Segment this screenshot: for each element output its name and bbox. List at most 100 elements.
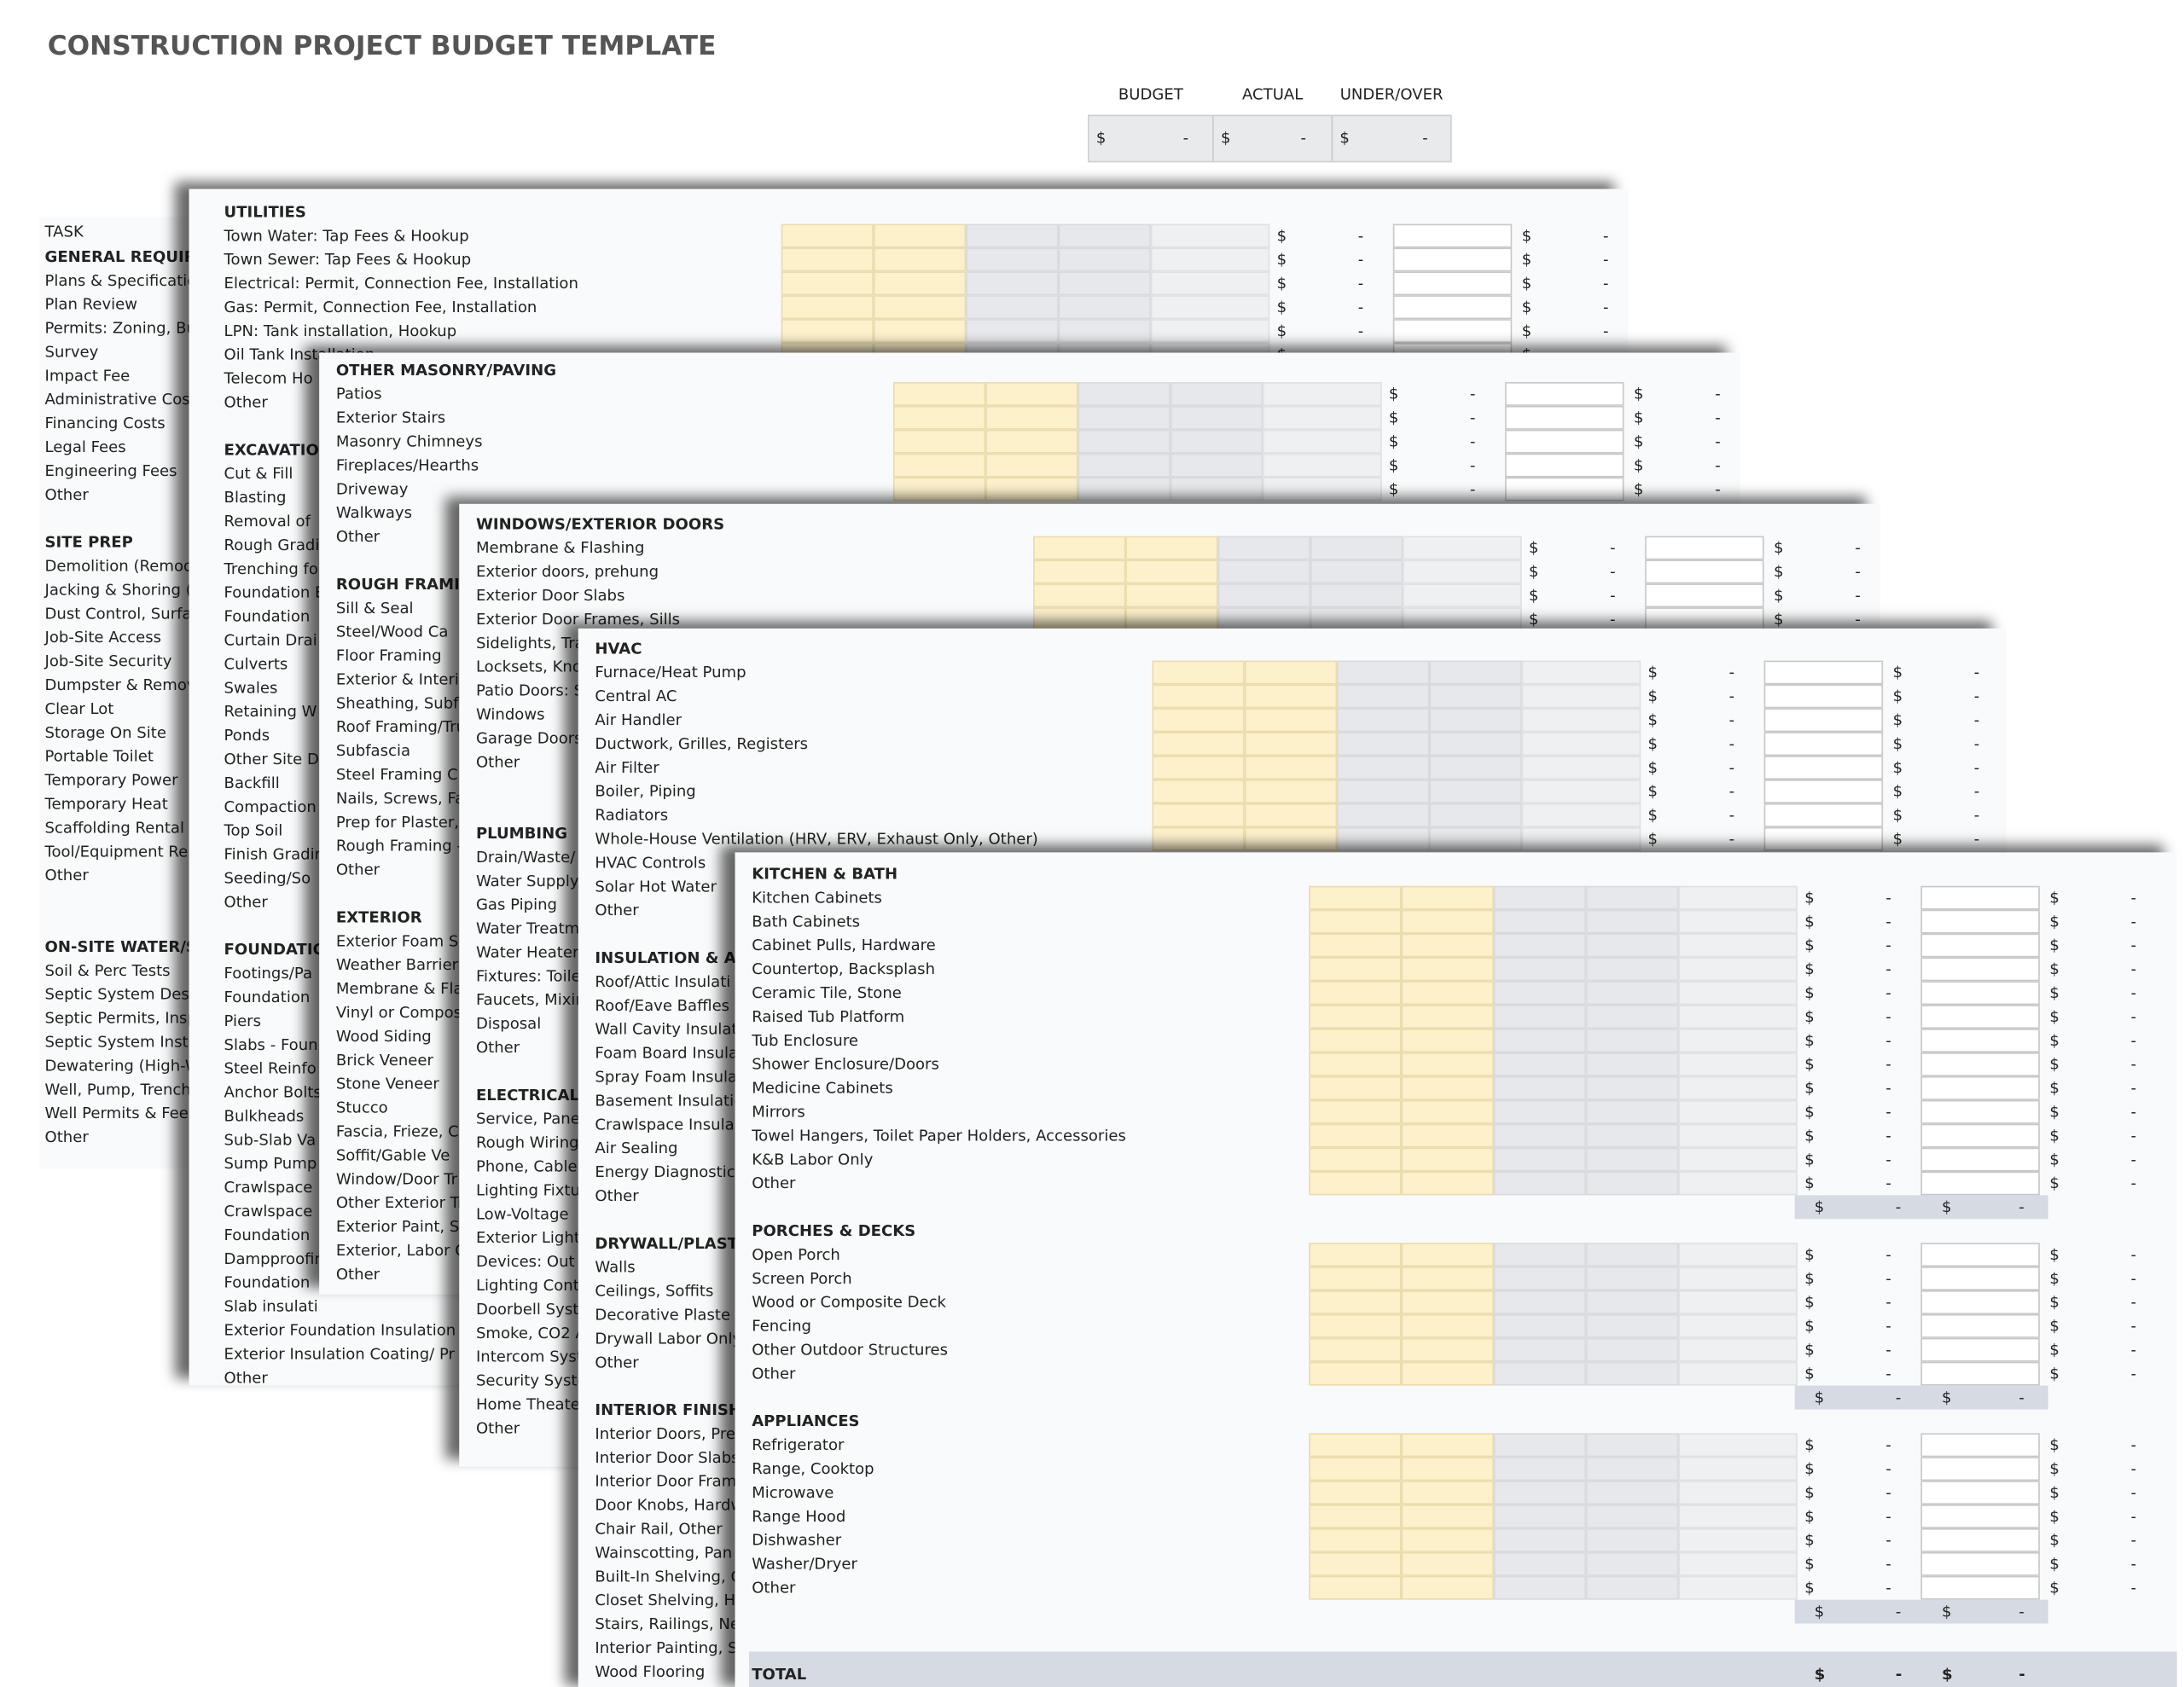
input-cell <box>1217 583 1310 607</box>
task-name: Sidelights, Tra <box>475 633 584 652</box>
task-name: Screen Porch <box>752 1268 852 1287</box>
amount-text: $ <box>2049 983 2059 1002</box>
section-title: DRYWALL/PLASTER <box>595 1233 761 1252</box>
task-name: Curtain Drai <box>224 630 317 649</box>
amount-text: $ <box>1804 1578 1815 1597</box>
input-cell <box>1521 779 1641 803</box>
amount-text: $ <box>1388 479 1399 498</box>
page-title: CONSTRUCTION PROJECT BUDGET TEMPLATE <box>47 31 717 62</box>
input-cell <box>1678 1456 1798 1481</box>
amount-text: $ <box>1804 1102 1815 1121</box>
task-name: HVAC Controls <box>595 853 706 872</box>
input-cell <box>1920 1075 2040 1100</box>
task-name: Ceilings, Soffits <box>595 1281 714 1300</box>
amount-text: - <box>1885 1006 1891 1026</box>
task-name: Disposal <box>475 1013 542 1033</box>
subtotal-text: - <box>1895 1602 1902 1620</box>
amount-text: - <box>1885 1578 1891 1597</box>
subtotal-text: - <box>2018 1602 2024 1620</box>
task-name: Bulkheads <box>224 1106 305 1125</box>
input-cell <box>1310 559 1403 583</box>
amount-text: - <box>1885 888 1891 907</box>
input-cell <box>1217 535 1310 559</box>
task-name: Fascia, Frieze, C <box>335 1122 459 1140</box>
task-name: Shower Enclosure/Doors <box>752 1054 939 1073</box>
input-cell <box>1244 803 1338 827</box>
task-name: Floor Framing <box>335 646 442 664</box>
input-cell <box>1586 908 1679 933</box>
amount-text: - <box>1728 733 1735 753</box>
task-name: Plans & Specification <box>44 270 206 289</box>
task-name: Legal Fees <box>44 437 126 456</box>
input-cell <box>1058 270 1151 295</box>
amount-text: - <box>1602 226 1609 245</box>
amount-text: - <box>1602 273 1609 293</box>
task-name: Lighting Contr <box>475 1275 586 1295</box>
input-cell <box>1309 1170 1402 1195</box>
amount-text: $ <box>1804 1458 1815 1478</box>
section-title: APPLIANCES <box>752 1411 860 1430</box>
input-cell <box>1337 755 1430 780</box>
task-name: Exterior doors, prehung <box>475 561 659 581</box>
task-name: Finish Gradin <box>224 844 325 863</box>
input-cell <box>1678 1242 1798 1267</box>
amount-text: $ <box>1892 686 1903 705</box>
amount-text: - <box>2130 1435 2137 1454</box>
section-title: ROUGH FRAMING <box>335 574 485 593</box>
amount-text: - <box>1715 384 1721 403</box>
input-cell <box>892 381 986 406</box>
task-name: Mirrors <box>752 1102 805 1121</box>
amount-text: $ <box>2049 1150 2059 1168</box>
task-name: Telecom Ho <box>224 368 313 387</box>
task-name: Range, Cooktop <box>752 1458 874 1478</box>
summary-cell: - <box>1422 128 1428 148</box>
input-cell <box>1401 980 1494 1005</box>
amount-text: $ <box>2049 936 2059 954</box>
task-name: Septic Permits, Inspe <box>44 1008 207 1027</box>
input-cell <box>1586 1266 1679 1290</box>
subtotal-text: $ <box>1942 1388 1952 1406</box>
summary-box <box>1088 114 1452 163</box>
task-name: Demolition (Remode <box>44 556 203 575</box>
input-cell <box>1920 1170 2040 1195</box>
amount-text: $ <box>1804 1435 1815 1454</box>
input-cell <box>1401 1432 1494 1457</box>
amount-text: $ <box>1634 432 1644 450</box>
input-cell <box>1586 1028 1679 1052</box>
input-cell <box>1401 1242 1494 1267</box>
task-name: Other <box>475 752 520 771</box>
input-cell <box>1493 1028 1587 1052</box>
input-cell <box>1920 1004 2040 1029</box>
amount-text: $ <box>1647 805 1658 824</box>
amount-text: - <box>1715 455 1721 474</box>
amount-text: - <box>2130 1268 2137 1287</box>
task-name: Whole-House Ventilation (HRV, ERV, Exhau… <box>595 829 1038 848</box>
task-name: Tool/Equipment Rent <box>44 842 204 861</box>
input-cell <box>1493 1146 1587 1171</box>
task-name: Other <box>44 1127 89 1146</box>
input-cell <box>1401 1480 1494 1504</box>
amount-text: - <box>2130 1244 2137 1264</box>
amount-text: $ <box>1388 455 1399 474</box>
task-name: Dishwasher <box>752 1530 842 1549</box>
task-name: Steel/Wood Ca <box>335 622 449 641</box>
input-cell <box>1763 779 1884 803</box>
subtotal-band <box>1794 1194 2048 1219</box>
input-cell <box>1309 1122 1402 1147</box>
input-cell <box>1763 731 1884 756</box>
task-name: Clear Lot <box>44 699 114 718</box>
input-cell <box>1033 535 1126 559</box>
task-name: Sump Pump <box>224 1154 317 1173</box>
amount-text: $ <box>1647 733 1658 753</box>
task-name: Dust Control, Surface <box>44 604 210 623</box>
input-cell <box>1586 1146 1679 1171</box>
amount-text: $ <box>1804 959 1815 978</box>
amount-text: - <box>1602 249 1609 269</box>
task-name: Other <box>475 1418 520 1437</box>
input-cell <box>1586 1504 1679 1528</box>
subtotal-text: - <box>1895 1388 1902 1406</box>
task-name: Dampproofin <box>224 1249 324 1267</box>
task-name: Cabinet Pulls, Hardware <box>752 936 936 954</box>
input-cell <box>1170 452 1263 477</box>
amount-text: $ <box>1804 1126 1815 1145</box>
